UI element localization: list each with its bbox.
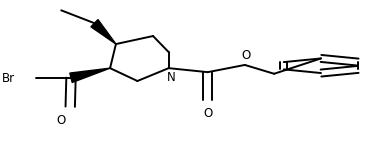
Text: N: N — [167, 71, 176, 84]
Text: O: O — [241, 49, 250, 62]
Polygon shape — [91, 20, 116, 44]
Text: O: O — [56, 114, 66, 127]
Text: Br: Br — [2, 72, 15, 85]
Text: O: O — [203, 107, 212, 120]
Polygon shape — [70, 68, 110, 82]
